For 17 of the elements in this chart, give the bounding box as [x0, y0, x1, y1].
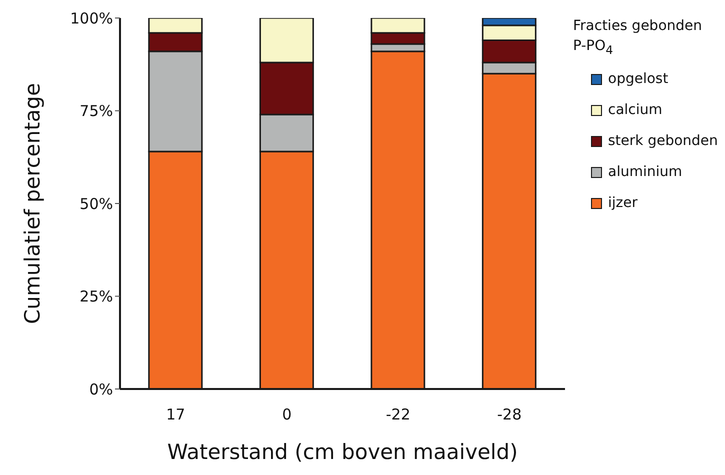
- x-axis-title: Waterstand (cm boven maaiveld): [167, 440, 518, 464]
- x-tick-label: -22: [386, 406, 410, 424]
- y-tick-label: 50%: [80, 194, 113, 213]
- x-tick-label: -28: [497, 406, 522, 424]
- y-tick-label: 0%: [89, 380, 113, 398]
- x-tick-label: 0: [282, 406, 292, 424]
- legend-label: ijzer: [608, 195, 638, 212]
- y-tick-label: 100%: [70, 9, 113, 28]
- y-tick-label: 75%: [80, 102, 113, 120]
- legend-label: opgelost: [608, 71, 668, 88]
- x-tick-label: 17: [166, 406, 186, 424]
- legend-label: sterk gebonden: [608, 133, 718, 150]
- y-tick-label: 25%: [80, 288, 113, 306]
- y-axis-title: Cumulatief percentage: [20, 82, 44, 324]
- legend-label: aluminium: [608, 164, 682, 180]
- legend-title: Fracties gebonden P-PO$_{4}$: [573, 17, 704, 59]
- legend-label: calcium: [608, 102, 662, 118]
